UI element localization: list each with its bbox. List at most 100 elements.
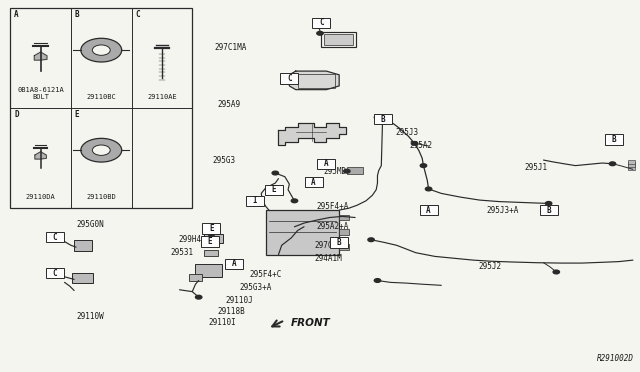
Bar — [298, 74, 335, 88]
Bar — [10, 8, 192, 208]
Text: 295G3: 295G3 — [212, 155, 236, 164]
Text: 295A9: 295A9 — [217, 100, 240, 109]
Bar — [420, 205, 438, 215]
Text: 294A1M: 294A1M — [315, 254, 342, 263]
Bar — [265, 185, 283, 195]
Bar — [46, 232, 64, 242]
Bar — [312, 18, 330, 28]
Bar — [317, 158, 335, 169]
Bar — [339, 244, 349, 250]
Text: C: C — [287, 74, 292, 83]
Bar — [225, 259, 243, 269]
Text: R291002D: R291002D — [597, 354, 634, 363]
Circle shape — [336, 240, 342, 243]
Circle shape — [368, 238, 374, 241]
Circle shape — [207, 240, 213, 243]
Text: 295J3+A: 295J3+A — [486, 206, 518, 215]
Bar — [628, 160, 636, 164]
Text: FRONT: FRONT — [291, 318, 331, 328]
Text: B: B — [547, 206, 551, 215]
Bar — [201, 236, 219, 247]
Text: 295J2: 295J2 — [478, 262, 502, 271]
Circle shape — [317, 32, 323, 35]
Bar — [246, 196, 264, 206]
Text: 299H4: 299H4 — [179, 235, 202, 244]
Text: 295A2: 295A2 — [410, 141, 433, 150]
Text: 29118B: 29118B — [218, 307, 246, 316]
Bar — [74, 240, 92, 251]
Text: 295J3: 295J3 — [396, 128, 419, 137]
Text: 295A2+A: 295A2+A — [317, 222, 349, 231]
Text: B: B — [75, 10, 79, 19]
Text: 29531: 29531 — [170, 248, 193, 257]
Bar — [339, 215, 349, 221]
Bar — [202, 224, 220, 234]
Bar — [204, 234, 223, 243]
Text: A: A — [311, 178, 316, 187]
Bar — [330, 237, 348, 247]
Bar — [72, 273, 93, 283]
Circle shape — [195, 295, 202, 299]
Bar — [605, 135, 623, 145]
Bar — [321, 32, 356, 47]
Bar — [46, 268, 64, 278]
Circle shape — [81, 138, 122, 162]
Text: A: A — [324, 159, 329, 168]
Text: 295F4+A: 295F4+A — [317, 202, 349, 211]
Circle shape — [92, 45, 110, 55]
Bar — [348, 167, 364, 174]
Text: E: E — [208, 237, 212, 246]
Circle shape — [208, 232, 214, 236]
Text: 29110AE: 29110AE — [147, 94, 177, 100]
Circle shape — [344, 169, 350, 173]
Text: C: C — [319, 19, 324, 28]
Text: E: E — [272, 185, 276, 194]
Bar — [189, 274, 202, 280]
Bar — [324, 34, 353, 45]
Circle shape — [230, 261, 237, 265]
Bar — [280, 73, 298, 84]
Circle shape — [412, 141, 418, 145]
Text: 297C1MA: 297C1MA — [214, 42, 246, 51]
Polygon shape — [289, 71, 339, 90]
Text: 295J1: 295J1 — [524, 163, 547, 172]
Circle shape — [553, 270, 559, 274]
Polygon shape — [278, 123, 346, 145]
Text: C: C — [52, 232, 58, 242]
Text: E: E — [209, 224, 214, 233]
Bar — [305, 177, 323, 187]
Text: B: B — [380, 115, 385, 124]
Circle shape — [374, 116, 381, 119]
Text: 295MD: 295MD — [323, 167, 346, 176]
Text: 29110I: 29110I — [208, 318, 236, 327]
Bar — [628, 165, 636, 170]
Polygon shape — [34, 52, 47, 60]
Text: C: C — [136, 10, 140, 19]
Text: 0B1A8-6121A
BOLT: 0B1A8-6121A BOLT — [17, 87, 64, 100]
Circle shape — [315, 23, 321, 26]
Polygon shape — [35, 152, 46, 159]
Circle shape — [52, 270, 58, 274]
Text: C: C — [52, 269, 58, 278]
Text: E: E — [75, 110, 79, 119]
Circle shape — [426, 187, 432, 191]
Text: 29110J: 29110J — [225, 296, 253, 305]
Text: A: A — [14, 10, 19, 19]
Bar — [204, 250, 218, 256]
Circle shape — [420, 164, 427, 167]
Circle shape — [52, 234, 58, 238]
Circle shape — [291, 199, 298, 203]
Text: A: A — [232, 259, 236, 268]
Text: I: I — [253, 196, 257, 205]
Text: 297C6: 297C6 — [315, 241, 338, 250]
Bar — [540, 205, 557, 215]
Bar — [266, 210, 339, 254]
Bar — [195, 264, 222, 277]
Circle shape — [92, 145, 110, 155]
Bar — [374, 114, 392, 125]
Text: D: D — [14, 110, 19, 119]
Circle shape — [81, 38, 122, 62]
Text: A: A — [426, 206, 431, 215]
Text: B: B — [611, 135, 616, 144]
Text: 29110W: 29110W — [76, 312, 104, 321]
